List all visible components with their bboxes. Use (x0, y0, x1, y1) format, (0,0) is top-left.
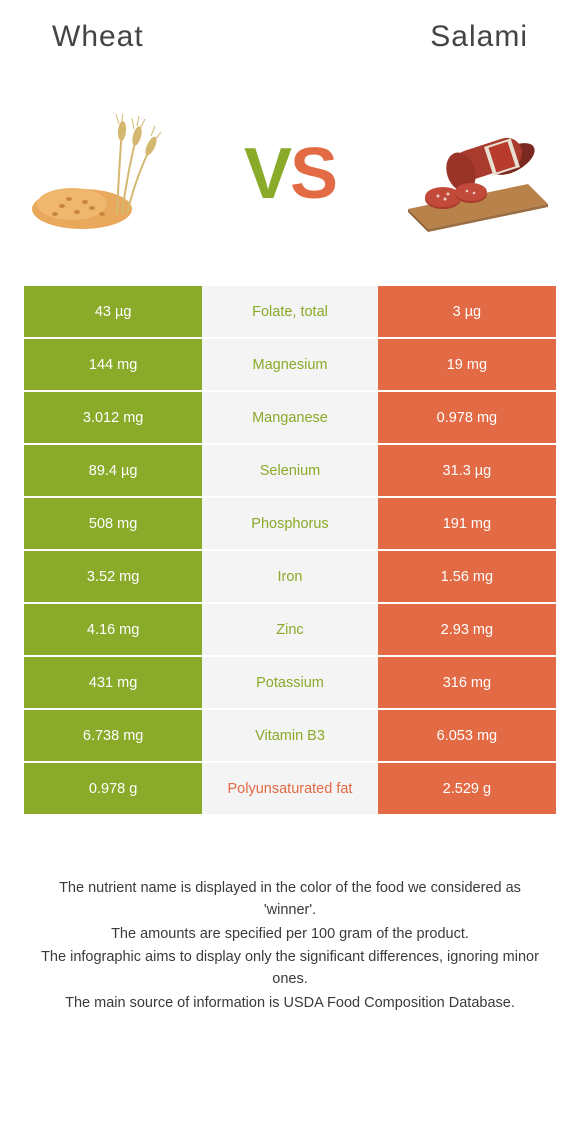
vs-label: VS (244, 138, 336, 210)
salami-image (393, 114, 553, 234)
note-line: The nutrient name is displayed in the co… (32, 878, 548, 922)
value-right: 316 mg (378, 657, 556, 710)
value-left: 4.16 mg (24, 604, 202, 657)
nutrient-label: Zinc (202, 604, 378, 657)
value-right: 0.978 mg (378, 392, 556, 445)
table-row: 43 µgFolate, total3 µg (24, 286, 556, 339)
table-row: 4.16 mgZinc2.93 mg (24, 604, 556, 657)
images-row: VS (22, 114, 558, 234)
table-row: 3.52 mgIron1.56 mg (24, 551, 556, 604)
header: Wheat Salami (22, 20, 558, 54)
table-row: 3.012 mgManganese0.978 mg (24, 392, 556, 445)
value-right: 19 mg (378, 339, 556, 392)
wheat-image (27, 114, 187, 234)
nutrient-table: 43 µgFolate, total3 µg144 mgMagnesium19 … (22, 284, 558, 818)
footer-notes: The nutrient name is displayed in the co… (22, 878, 558, 1015)
value-left: 431 mg (24, 657, 202, 710)
nutrient-label: Vitamin B3 (202, 710, 378, 763)
title-right: Salami (430, 20, 528, 54)
salami-icon (393, 114, 553, 234)
value-right: 3 µg (378, 286, 556, 339)
value-left: 3.52 mg (24, 551, 202, 604)
value-left: 508 mg (24, 498, 202, 551)
value-right: 2.529 g (378, 763, 556, 816)
vs-v: V (244, 134, 290, 214)
value-left: 0.978 g (24, 763, 202, 816)
value-right: 1.56 mg (378, 551, 556, 604)
nutrient-label: Folate, total (202, 286, 378, 339)
value-right: 31.3 µg (378, 445, 556, 498)
table-row: 508 mgPhosphorus191 mg (24, 498, 556, 551)
nutrient-label: Magnesium (202, 339, 378, 392)
nutrient-label: Selenium (202, 445, 378, 498)
value-left: 43 µg (24, 286, 202, 339)
table-row: 0.978 gPolyunsaturated fat2.529 g (24, 763, 556, 816)
value-right: 191 mg (378, 498, 556, 551)
value-left: 144 mg (24, 339, 202, 392)
value-left: 3.012 mg (24, 392, 202, 445)
note-line: The amounts are specified per 100 gram o… (32, 924, 548, 946)
table-row: 431 mgPotassium316 mg (24, 657, 556, 710)
wheat-icon (27, 114, 187, 234)
value-left: 6.738 mg (24, 710, 202, 763)
vs-s: S (290, 134, 336, 214)
title-left: Wheat (52, 20, 144, 54)
table-row: 89.4 µgSelenium31.3 µg (24, 445, 556, 498)
note-line: The main source of information is USDA F… (32, 993, 548, 1015)
value-left: 89.4 µg (24, 445, 202, 498)
value-right: 2.93 mg (378, 604, 556, 657)
nutrient-label: Manganese (202, 392, 378, 445)
value-right: 6.053 mg (378, 710, 556, 763)
nutrient-label: Phosphorus (202, 498, 378, 551)
nutrient-label: Potassium (202, 657, 378, 710)
nutrient-label: Polyunsaturated fat (202, 763, 378, 816)
table-row: 144 mgMagnesium19 mg (24, 339, 556, 392)
nutrient-label: Iron (202, 551, 378, 604)
note-line: The infographic aims to display only the… (32, 947, 548, 991)
table-row: 6.738 mgVitamin B36.053 mg (24, 710, 556, 763)
